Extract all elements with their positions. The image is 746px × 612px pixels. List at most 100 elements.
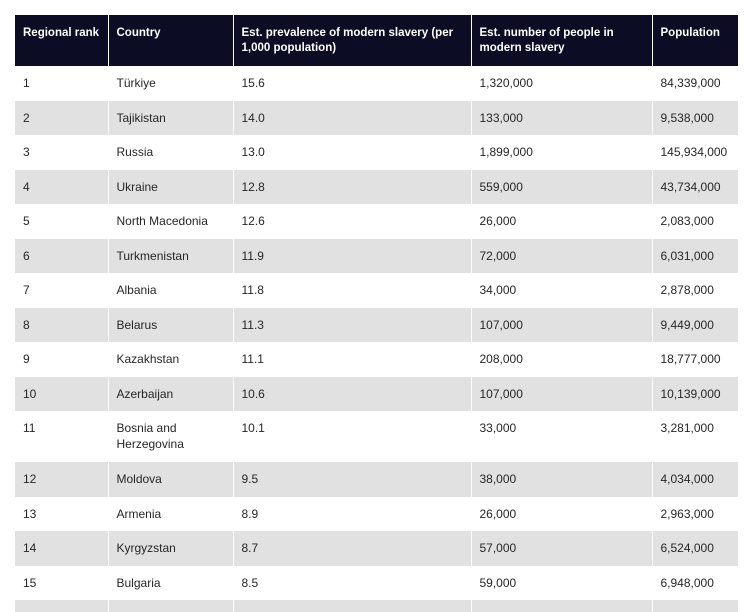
cell-population: 2,963,000 [652, 496, 738, 531]
cell-rank: 11 [15, 411, 109, 462]
header-country[interactable]: Country [108, 15, 234, 66]
cell-population: 2,083,000 [652, 204, 738, 239]
cell-prevalence: 12.6 [233, 204, 472, 239]
table-row: 11 Bosnia and Herzegovina 10.1 33,000 3,281,… [15, 411, 738, 462]
cell-rank: 8 [15, 307, 109, 342]
cell-population: 9,449,000 [652, 307, 738, 342]
table-row: 8 Belarus 11.3 107,000 9,449,000 [15, 307, 738, 342]
cell-prevalence: 10.1 [233, 411, 472, 462]
cell-country: Albania [108, 273, 234, 308]
cell-people: 26,000 [471, 204, 653, 239]
cell-population: 3,281,000 [652, 411, 738, 462]
cell-people: 57,000 [471, 531, 653, 566]
cell-prevalence: 15.6 [233, 66, 472, 101]
cell-population: 43,734,000 [652, 169, 738, 204]
header-prevalence[interactable]: Est. prevalence of modern slavery (per 1… [233, 15, 472, 66]
cell-rank: 12 [15, 462, 109, 497]
table-row: 1 Türkiye 15.6 1,320,000 84,339,000 [15, 66, 738, 101]
cell-rank: 9 [15, 342, 109, 377]
cell-people: 26,000 [471, 496, 653, 531]
cell-country: Tajikistan [108, 100, 234, 135]
cell-rank: 14 [15, 531, 109, 566]
cell-country: Kazakhstan [108, 342, 234, 377]
cell-partial [652, 600, 738, 612]
table-row-partial [15, 600, 738, 612]
cell-population: 6,031,000 [652, 238, 738, 273]
cell-population: 2,878,000 [652, 273, 738, 308]
cell-people: 107,000 [471, 307, 653, 342]
header-regional-rank[interactable]: Regional rank [15, 15, 109, 66]
table-row: 4 Ukraine 12.8 559,000 43,734,000 [15, 169, 738, 204]
cell-prevalence: 8.7 [233, 531, 472, 566]
cell-people: 59,000 [471, 565, 653, 600]
cell-people: 107,000 [471, 376, 653, 411]
header-row: Regional rank Country Est. prevalence of… [15, 15, 738, 66]
cell-country: Türkiye [108, 66, 234, 101]
cell-people: 133,000 [471, 100, 653, 135]
cell-prevalence: 11.8 [233, 273, 472, 308]
cell-prevalence: 14.0 [233, 100, 472, 135]
cell-people: 559,000 [471, 169, 653, 204]
cell-country: Moldova [108, 462, 234, 497]
cell-prevalence: 8.5 [233, 565, 472, 600]
cell-rank: 6 [15, 238, 109, 273]
cell-country: Azerbaijan [108, 376, 234, 411]
cell-prevalence: 11.1 [233, 342, 472, 377]
table-body: 1 Türkiye 15.6 1,320,000 84,339,000 2 Tajikist… [15, 66, 738, 612]
table-row: 7 Albania 11.8 34,000 2,878,000 [15, 273, 738, 308]
cell-people: 208,000 [471, 342, 653, 377]
cell-rank: 10 [15, 376, 109, 411]
cell-population: 145,934,000 [652, 135, 738, 170]
table-row: 14 Kyrgyzstan 8.7 57,000 6,524,000 [15, 531, 738, 566]
cell-population: 4,034,000 [652, 462, 738, 497]
header-people-in-slavery[interactable]: Est. number of people in modern slavery [471, 15, 653, 66]
cell-country: Ukraine [108, 169, 234, 204]
cell-prevalence: 13.0 [233, 135, 472, 170]
cell-rank: 7 [15, 273, 109, 308]
cell-people: 38,000 [471, 462, 653, 497]
cell-population: 18,777,000 [652, 342, 738, 377]
cell-rank: 5 [15, 204, 109, 239]
cell-prevalence: 10.6 [233, 376, 472, 411]
cell-prevalence: 8.9 [233, 496, 472, 531]
cell-rank: 4 [15, 169, 109, 204]
cell-population: 10,139,000 [652, 376, 738, 411]
header-population[interactable]: Population [652, 15, 738, 66]
cell-rank: 15 [15, 565, 109, 600]
cell-rank: 13 [15, 496, 109, 531]
table-row: 3 Russia 13.0 1,899,000 145,934,000 [15, 135, 738, 170]
cell-partial [471, 600, 653, 612]
cell-people: 1,899,000 [471, 135, 653, 170]
modern-slavery-table: Regional rank Country Est. prevalence of… [15, 15, 738, 612]
table-row: 15 Bulgaria 8.5 59,000 6,948,000 [15, 565, 738, 600]
cell-prevalence: 12.8 [233, 169, 472, 204]
cell-partial [15, 600, 109, 612]
table-row: 9 Kazakhstan 11.1 208,000 18,777,000 [15, 342, 738, 377]
cell-partial [108, 600, 234, 612]
table-row: 2 Tajikistan 14.0 133,000 9,538,000 [15, 100, 738, 135]
cell-rank: 2 [15, 100, 109, 135]
cell-country: Turkmenistan [108, 238, 234, 273]
cell-prevalence: 9.5 [233, 462, 472, 497]
cell-country: Russia [108, 135, 234, 170]
cell-population: 9,538,000 [652, 100, 738, 135]
cell-people: 33,000 [471, 411, 653, 462]
cell-country: Bosnia and Herzegovina [108, 411, 234, 462]
cell-country: Bulgaria [108, 565, 234, 600]
cell-rank: 1 [15, 66, 109, 101]
table-row: 5 North Macedonia 12.6 26,000 2,083,000 [15, 204, 738, 239]
table-header: Regional rank Country Est. prevalence of… [15, 15, 738, 66]
cell-partial [233, 600, 472, 612]
cell-population: 84,339,000 [652, 66, 738, 101]
cell-population: 6,524,000 [652, 531, 738, 566]
table-row: 12 Moldova 9.5 38,000 4,034,000 [15, 462, 738, 497]
slavery-table-container: Regional rank Country Est. prevalence of… [15, 15, 738, 612]
cell-country: North Macedonia [108, 204, 234, 239]
cell-people: 1,320,000 [471, 66, 653, 101]
table-row: 13 Armenia 8.9 26,000 2,963,000 [15, 496, 738, 531]
cell-people: 34,000 [471, 273, 653, 308]
table-row: 6 Turkmenistan 11.9 72,000 6,031,000 [15, 238, 738, 273]
cell-country: Armenia [108, 496, 234, 531]
cell-country: Belarus [108, 307, 234, 342]
table-row: 10 Azerbaijan 10.6 107,000 10,139,000 [15, 376, 738, 411]
